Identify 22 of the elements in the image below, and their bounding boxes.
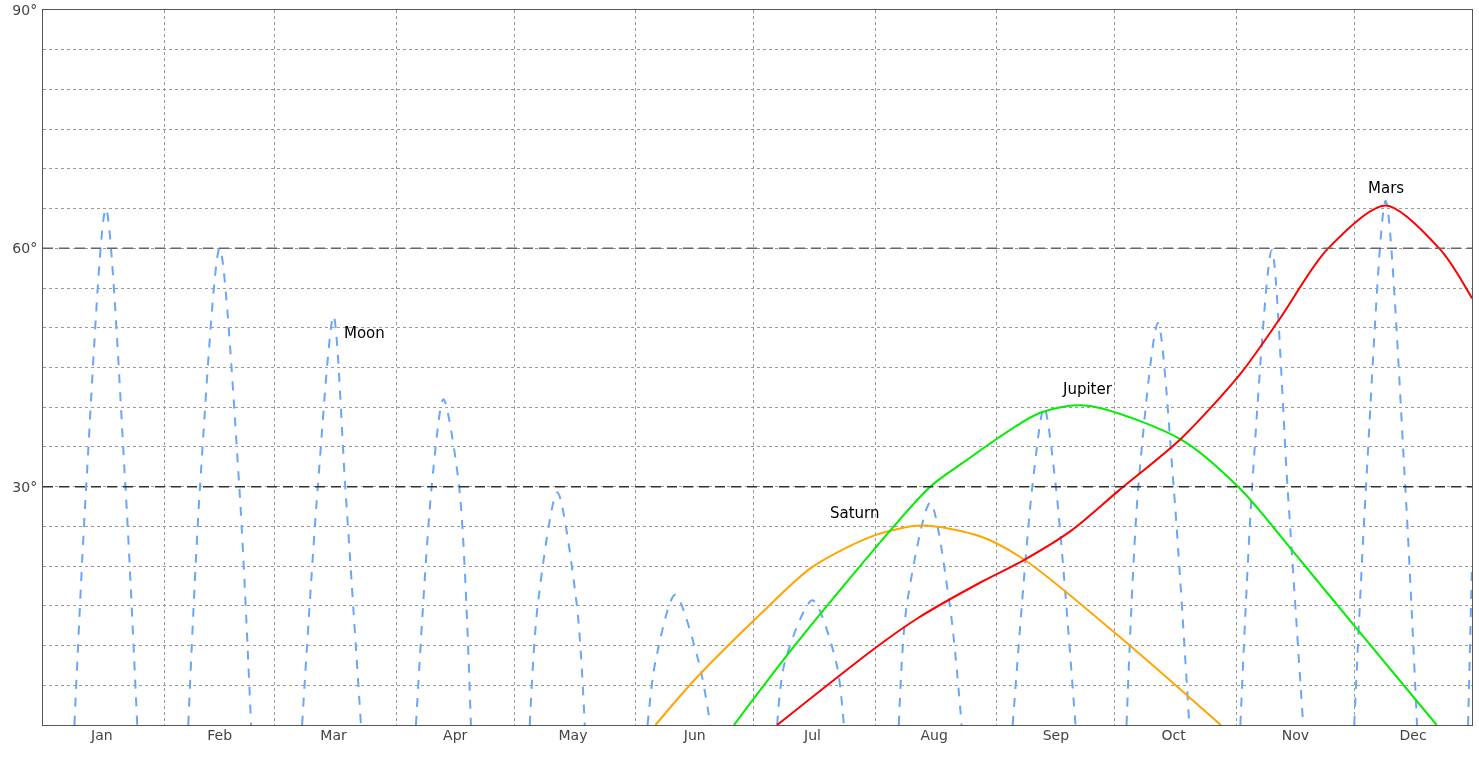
x-tick-label: Mar: [320, 727, 347, 743]
line-series: [776, 204, 1472, 725]
x-tick-label: Oct: [1161, 727, 1187, 743]
x-tick-label: Apr: [443, 727, 468, 743]
annotation: Mars: [1368, 179, 1405, 197]
x-tick-label: Jul: [803, 727, 821, 743]
y-tick-label: 60°: [12, 240, 38, 257]
x-tick-label: May: [558, 727, 588, 743]
x-tick-label: Jun: [682, 727, 706, 743]
y-tick-label: 90°: [12, 1, 38, 18]
x-tick-label: Jan: [90, 727, 113, 743]
x-tick-label: Dec: [1399, 727, 1427, 743]
annotation: Moon: [344, 324, 385, 342]
annotation: Jupiter: [1062, 380, 1113, 398]
x-tick-label: Sep: [1042, 727, 1070, 743]
line-series: [732, 404, 1438, 725]
x-tick-label: Aug: [920, 727, 948, 743]
y-tick-label: 30°: [12, 478, 38, 495]
x-tick-label: Nov: [1281, 727, 1309, 743]
annotation: Saturn: [830, 504, 880, 522]
line-series: [654, 524, 1222, 725]
x-tick-label: Feb: [207, 727, 233, 743]
